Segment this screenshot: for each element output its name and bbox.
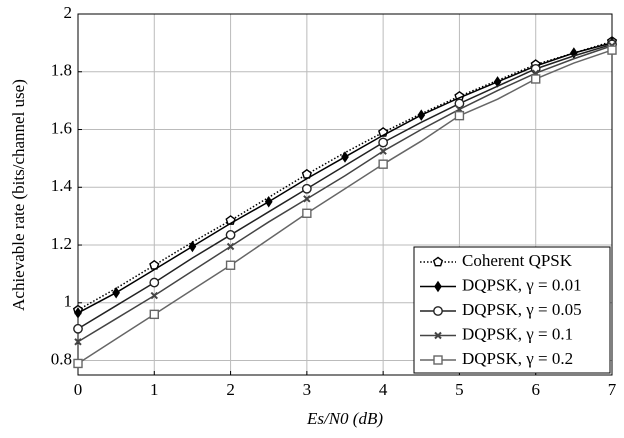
plot-frame bbox=[77, 13, 613, 376]
y-tick-label: 1.4 bbox=[51, 176, 73, 195]
marker bbox=[226, 242, 235, 251]
marker bbox=[303, 195, 311, 203]
marker bbox=[301, 183, 312, 194]
legend-label: Coherent QPSK bbox=[462, 251, 573, 270]
y-tick-label: 1.6 bbox=[51, 118, 72, 137]
legend-box bbox=[413, 246, 611, 374]
x-tick-label: 2 bbox=[226, 380, 235, 399]
x-tick-label: 4 bbox=[379, 380, 388, 399]
marker bbox=[302, 208, 312, 218]
marker bbox=[531, 74, 541, 84]
x-axis-label: Es/N0 (dB) bbox=[306, 409, 383, 428]
marker bbox=[378, 137, 389, 148]
y-tick-label: 1.2 bbox=[51, 234, 72, 253]
y-tick-label: 1.8 bbox=[51, 61, 72, 80]
marker bbox=[454, 110, 465, 121]
marker bbox=[264, 195, 273, 208]
legend-marker bbox=[433, 306, 443, 316]
marker bbox=[225, 260, 236, 270]
y-axis-label: Achievable rate (bits/channel use) bbox=[9, 79, 28, 311]
marker bbox=[149, 309, 159, 320]
marker bbox=[73, 323, 83, 334]
marker bbox=[378, 159, 388, 169]
y-tick-label: 0.8 bbox=[51, 349, 72, 368]
series-line bbox=[77, 43, 613, 330]
legend-label: DQPSK, γ = 0.01 bbox=[462, 275, 582, 294]
legend-marker bbox=[434, 331, 442, 340]
marker bbox=[188, 240, 197, 253]
marker bbox=[225, 230, 236, 240]
legend-label: DQPSK, γ = 0.1 bbox=[462, 324, 573, 343]
x-tick-label: 0 bbox=[74, 380, 83, 399]
y-tick-label: 2 bbox=[64, 3, 73, 22]
series-line bbox=[77, 45, 613, 343]
legend-label: DQPSK, γ = 0.05 bbox=[462, 300, 582, 319]
series-line bbox=[77, 49, 613, 365]
legend-marker bbox=[433, 355, 443, 365]
x-tick-label: 5 bbox=[455, 380, 464, 399]
marker bbox=[74, 307, 82, 319]
marker bbox=[379, 147, 387, 155]
x-tick-label: 1 bbox=[150, 380, 159, 399]
marker bbox=[74, 338, 82, 346]
x-tick-label: 6 bbox=[531, 380, 540, 399]
marker bbox=[607, 45, 617, 55]
marker bbox=[112, 286, 120, 299]
marker bbox=[341, 151, 349, 163]
legend-label: DQPSK, γ = 0.2 bbox=[462, 349, 573, 368]
y-tick-label: 1 bbox=[64, 292, 73, 311]
marker bbox=[417, 109, 426, 121]
marker bbox=[454, 98, 465, 109]
x-tick-label: 3 bbox=[303, 380, 312, 399]
legend-marker bbox=[432, 256, 444, 267]
legend-marker bbox=[434, 280, 442, 293]
marker bbox=[73, 358, 83, 369]
x-tick-label: 7 bbox=[608, 380, 617, 399]
marker bbox=[150, 291, 158, 300]
marker bbox=[149, 277, 160, 288]
